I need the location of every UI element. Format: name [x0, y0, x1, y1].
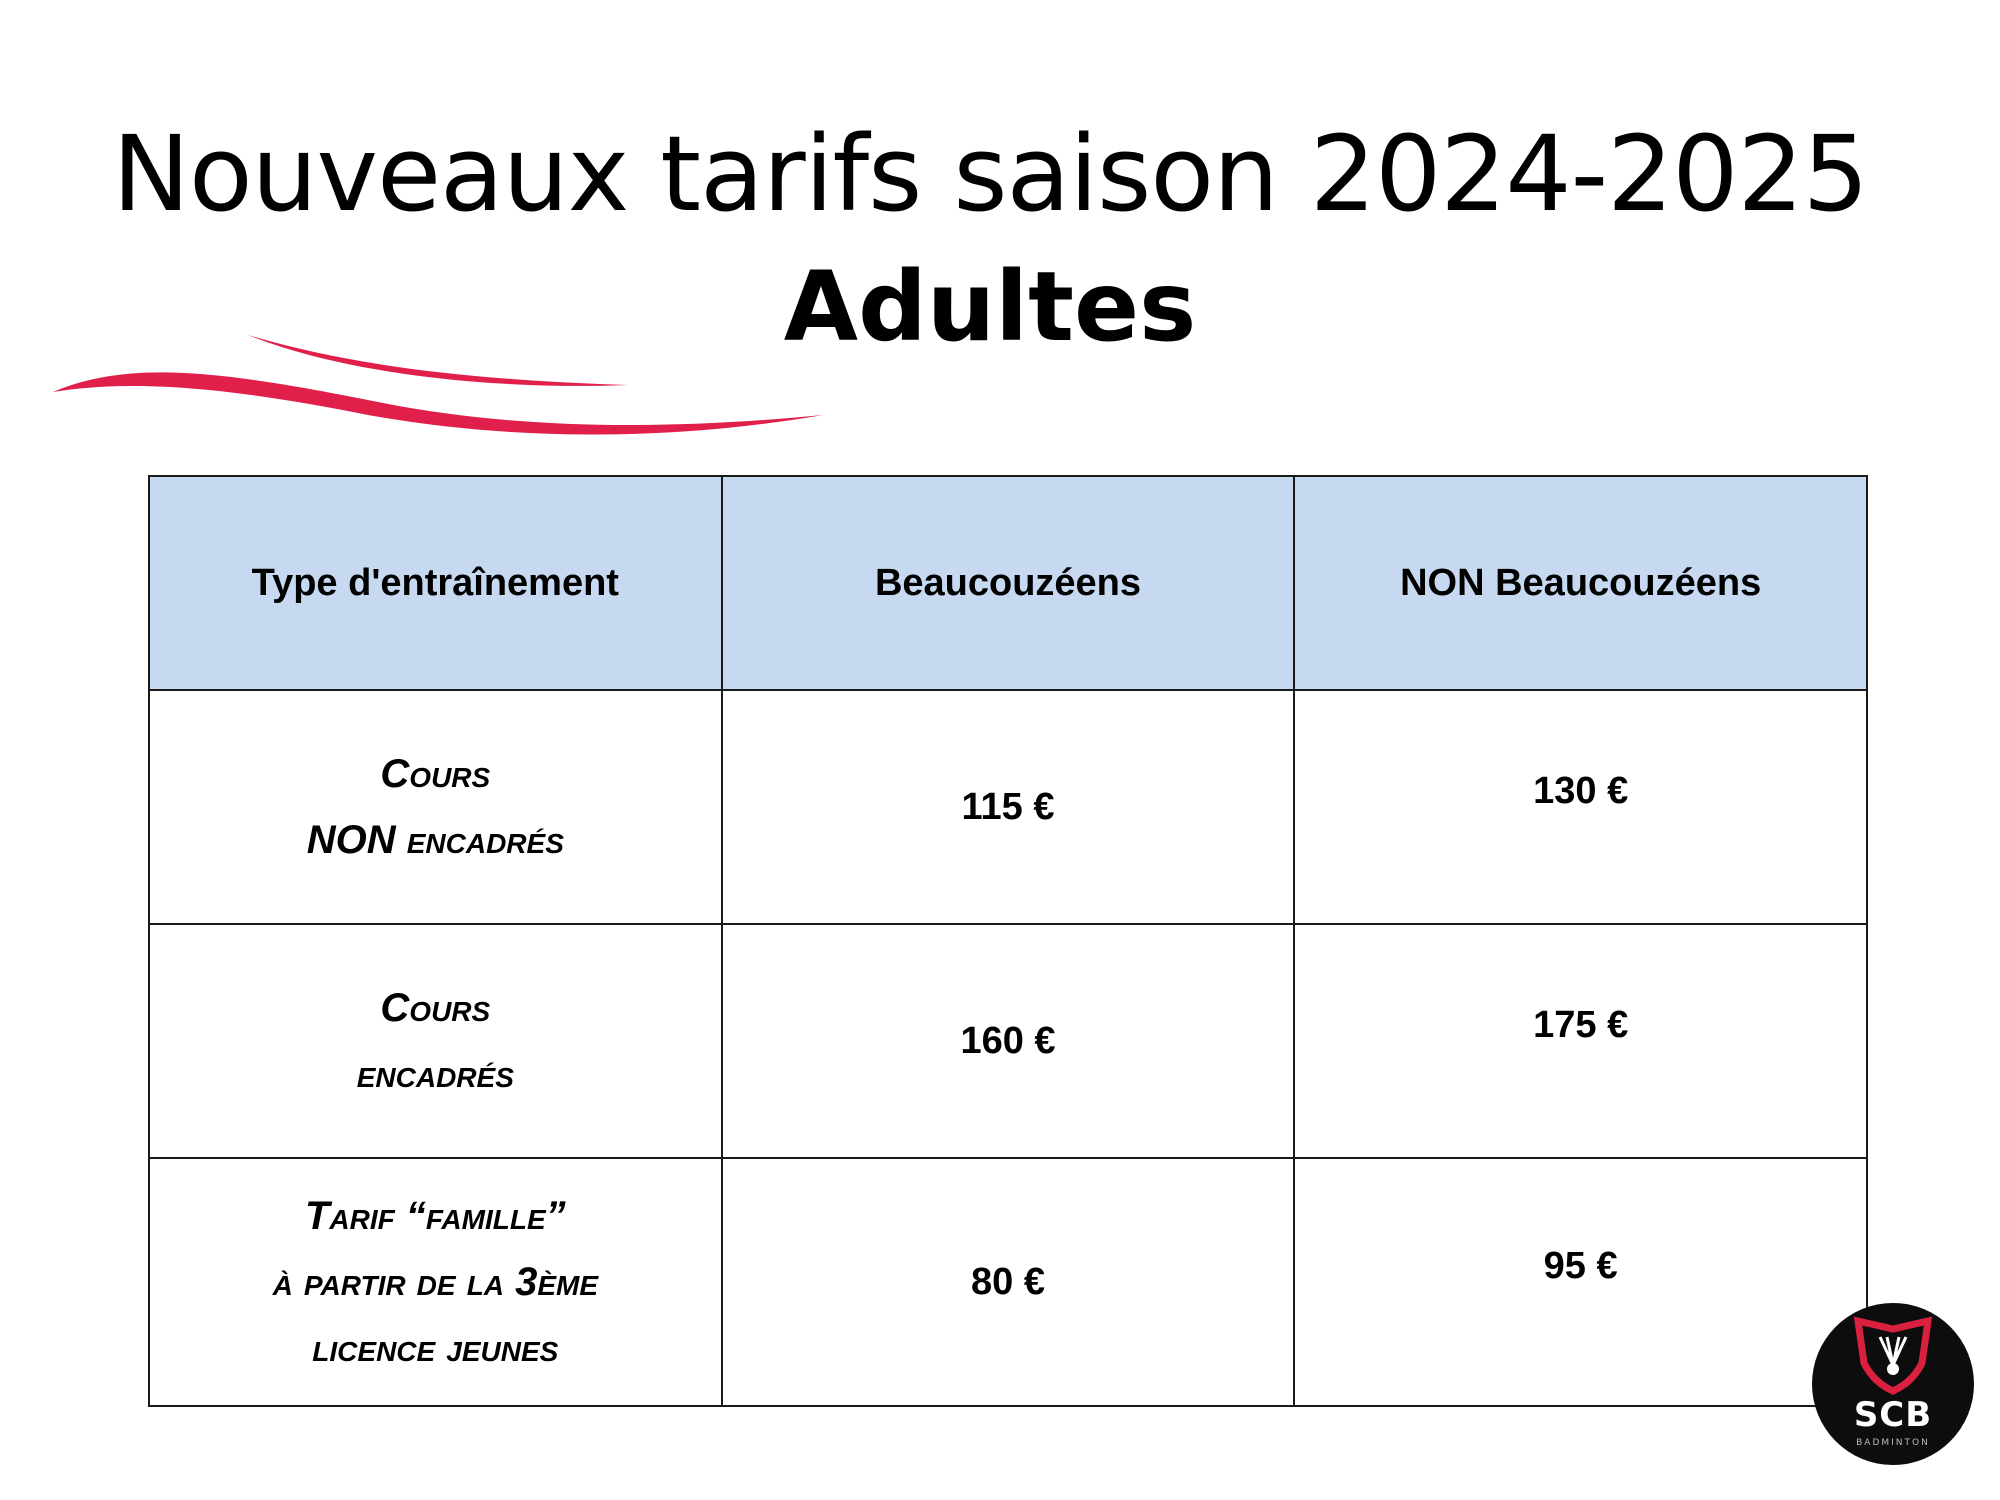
type-line: Tarif “famille” [305, 1194, 566, 1238]
type-line: licence jeunes [312, 1326, 559, 1370]
type-line: Cours [380, 986, 491, 1030]
type-cell: Cours encadrés [148, 923, 723, 1159]
scb-logo: SCB BADMINTON [1812, 1303, 1974, 1465]
type-line: à partir de la 3ème [272, 1260, 599, 1304]
header-non-beaucouzeens: NON Beaucouzéens [1293, 475, 1868, 691]
logo-subtitle: BADMINTON [1856, 1438, 1930, 1448]
price-cell: 130 € [1293, 689, 1868, 925]
type-line: Cours [380, 752, 491, 796]
tarifs-table: Type d'entraînement Beaucouzéens NON Bea… [148, 475, 1868, 1407]
swoosh-stroke-lower [53, 372, 823, 435]
price-beaucouzeens: 80 € [971, 1260, 1045, 1303]
shuttlecock-shield-icon [1853, 1316, 1933, 1395]
type-cell: Cours NON encadrés [148, 689, 723, 925]
price-non-beaucouzeens: 95 € [1543, 1244, 1618, 1287]
decorative-swoosh [53, 335, 823, 435]
price-cell: 95 € [1293, 1157, 1868, 1407]
header-beaucouzeens: Beaucouzéens [720, 475, 1296, 691]
price-cell: 80 € [720, 1157, 1296, 1407]
table-row: Tarif “famille” à partir de la 3ème lice… [148, 1157, 1868, 1407]
price-non-beaucouzeens: 175 € [1533, 1003, 1629, 1046]
price-cell: 160 € [720, 923, 1296, 1159]
table-header-row: Type d'entraînement Beaucouzéens NON Bea… [148, 475, 1868, 691]
price-non-beaucouzeens: 130 € [1533, 769, 1629, 812]
type-cell: Tarif “famille” à partir de la 3ème lice… [148, 1157, 723, 1407]
price-cell: 115 € [720, 689, 1296, 925]
header-type: Type d'entraînement [148, 475, 723, 691]
page-title: Nouveaux tarifs saison 2024-2025 [112, 113, 1869, 235]
type-line: encadrés [356, 1052, 514, 1096]
table-row: Cours NON encadrés 115 € 130 € [148, 689, 1868, 925]
price-beaucouzeens: 160 € [960, 1019, 1056, 1062]
type-line: NON encadrés [306, 818, 564, 862]
logo-name: SCB [1853, 1395, 1933, 1435]
price-beaucouzeens: 115 € [961, 785, 1055, 828]
price-cell: 175 € [1293, 923, 1868, 1159]
swoosh-stroke-upper [248, 335, 628, 386]
page-subtitle: Adultes [783, 251, 1197, 363]
table-row: Cours encadrés 160 € 175 € [148, 923, 1868, 1159]
